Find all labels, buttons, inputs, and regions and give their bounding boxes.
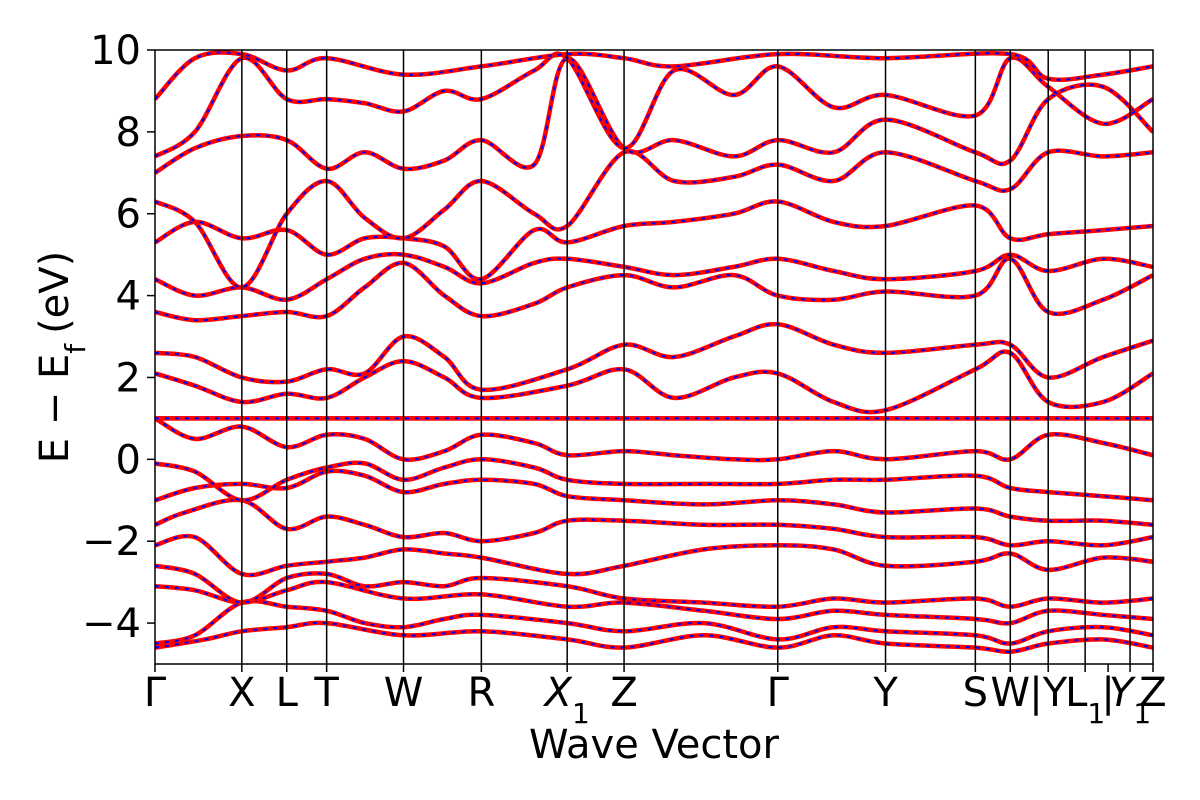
band-16-blue-dashed (155, 57, 1153, 174)
kpoint-label-10: S (963, 670, 988, 716)
y-tick-label-1: −2 (82, 519, 141, 565)
kpoint-label-0: Γ (144, 670, 167, 716)
y-tick-label-4: 4 (116, 274, 141, 320)
kpoint-label-6: X1 (543, 670, 590, 730)
band-10-blue-dashed (155, 350, 1153, 414)
kpoint-label-4: W (384, 670, 424, 716)
kpoint-label-7: Z (610, 670, 637, 716)
kpoint-label-14: | (1101, 670, 1114, 716)
y-tick-label-3: 2 (116, 355, 141, 401)
y-axis-label-unit: (eV) (32, 251, 78, 334)
kpoint-label-3: T (313, 670, 339, 716)
band-17-blue-dashed (155, 52, 1153, 158)
y-axis-label-sub: f (59, 343, 92, 354)
y-axis-label-main: E − E (32, 354, 78, 464)
band-7-blue-dashed (155, 458, 1153, 502)
x-axis: Γ X L T W R X1 Z Γ Y S W |YL1|Y1Z (144, 664, 1167, 730)
kpoint-label-5: R (467, 670, 495, 716)
band-13-blue-dashed (155, 253, 1153, 301)
band-1-blue-dashed (155, 600, 1153, 645)
kpoint-label-15: Y1 (1109, 670, 1151, 730)
band-5-blue-dashed (155, 498, 1153, 547)
band-18-blue-dashed (155, 51, 1153, 100)
y-tick-label-2: 0 (116, 437, 141, 483)
y-tick-label-7: 10 (90, 28, 141, 74)
kpoint-label-12: |Y (1029, 670, 1067, 716)
band-8-blue-dashed (155, 417, 1153, 462)
band-6-blue-dashed (155, 469, 1153, 526)
band-2-blue-dashed (155, 580, 1153, 625)
kpoint-label-9: Y (872, 670, 898, 716)
kpoint-label-1: X (228, 670, 255, 716)
y-tick-label-5: 6 (116, 192, 141, 238)
y-tick-label-0: −4 (82, 601, 141, 647)
kpoint-label-8: Γ (767, 670, 790, 716)
band-15-blue-dashed (155, 149, 1153, 289)
kpoint-label-16: Z (1139, 670, 1166, 716)
kpoint-lines (241, 50, 1131, 664)
plot-frame (154, 49, 1154, 665)
band-12-blue-dashed (155, 257, 1153, 322)
y-axis: −4 −2 0 2 4 6 8 10 (82, 28, 155, 647)
y-tick-label-6: 8 (116, 110, 141, 156)
band-4-blue-dashed (155, 535, 1153, 577)
kpoint-label-13: L1 (1065, 670, 1105, 730)
x-axis-label: Wave Vector (529, 722, 780, 768)
y-axis-label: E − Ef (eV) (32, 251, 92, 464)
kpoint-label-11: W (991, 670, 1031, 716)
band-14-red (155, 199, 1153, 282)
kpoint-label-2: L (276, 670, 299, 716)
bands-layer (155, 50, 1153, 655)
band-3-blue-dashed (155, 564, 1153, 608)
